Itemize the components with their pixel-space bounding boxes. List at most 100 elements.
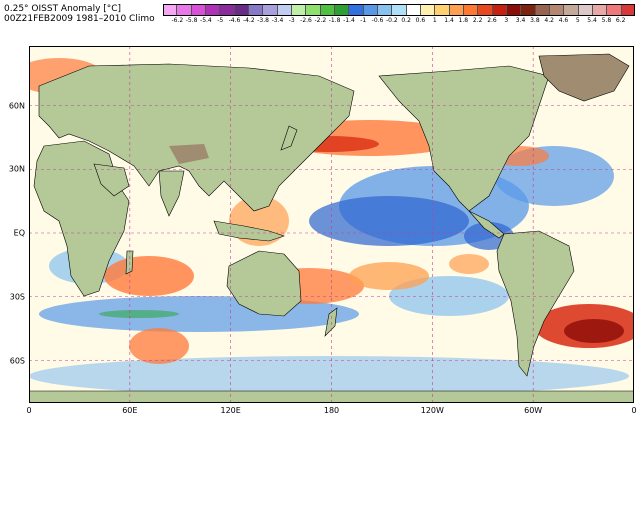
latitude-label: EQ: [13, 228, 25, 238]
colorbar-tick-label: -2.6: [300, 17, 312, 24]
colorbar-swatch: [163, 4, 177, 16]
colorbar: [163, 4, 635, 16]
colorbar-tick-label: -3.8: [257, 17, 269, 24]
colorbar-swatch: [290, 4, 306, 16]
map-subtitle: 00Z21FEB2009 1981–2010 Climo: [4, 14, 155, 24]
colorbar-tick-label: 1.8: [458, 17, 469, 24]
colorbar-tick-label: -3: [288, 17, 295, 24]
indonesia-land: [213, 220, 285, 242]
india-land: [158, 170, 185, 217]
warm-anomaly-south-indian: [104, 256, 194, 296]
longitude-label: 0: [631, 406, 637, 415]
longitude-labels: 0 60E 120E 180 120W 60W 0: [26, 406, 637, 418]
cool-anomaly-south-pacific: [389, 276, 509, 316]
colorbar-swatch: [477, 4, 492, 16]
green-anomaly-southern-indian: [99, 310, 179, 318]
colorbar-swatch: [491, 4, 506, 16]
cool-anomaly-east-pacific: [309, 196, 469, 246]
colorbar-tick-label: 6.2: [615, 17, 626, 24]
longitude-label: 120W: [420, 406, 444, 415]
colorbar-swatch: [405, 4, 420, 16]
colorbar-swatch: [204, 4, 220, 16]
south-america-land: [496, 230, 575, 377]
warm-anomaly-southern-indian-south: [129, 328, 189, 364]
longitude-label: 60W: [524, 406, 543, 415]
colorbar-tick-label: -1.8: [328, 17, 341, 24]
colorbar-swatch: [534, 4, 549, 16]
colorbar-tick-label: -0.2: [385, 17, 398, 24]
colorbar-swatch: [319, 4, 334, 16]
colorbar-tick-label: 3: [504, 17, 509, 24]
colorbar-tick-label: -6.2: [171, 17, 184, 24]
longitude-label: 60E: [122, 406, 138, 415]
warm-anomaly-south-atlantic-core: [564, 319, 624, 343]
colorbar-swatch: [419, 4, 435, 16]
colorbar-tick-label: -4.6: [228, 17, 241, 24]
colorbar-swatch: [247, 4, 263, 16]
latitude-label: 60S: [9, 356, 25, 365]
colorbar-swatch: [233, 4, 248, 16]
colorbar-tick-label: 4.6: [558, 17, 569, 24]
cool-anomaly-southern-ocean: [29, 356, 629, 396]
japan-land: [280, 125, 298, 151]
map-title: 0.25° OISST Anomaly [°C]: [4, 4, 122, 14]
colorbar-swatch: [606, 4, 621, 16]
colorbar-tick-label: 2.6: [487, 17, 497, 24]
colorbar-swatch: [219, 4, 234, 16]
sst-anomaly-map: [29, 46, 634, 403]
colorbar-tick-label: 3.8: [530, 17, 540, 24]
colorbar-tick-label: 4.2: [544, 17, 554, 24]
colorbar-swatch: [548, 4, 564, 16]
greenland-land: [538, 53, 630, 102]
colorbar-tick-label: 1.4: [444, 17, 454, 24]
colorbar-swatch: [434, 4, 449, 16]
colorbar-swatch: [333, 4, 349, 16]
colorbar-tick-label: -1: [360, 17, 367, 24]
landmasses: [29, 53, 634, 403]
colorbar-tick-label: 5.4: [587, 17, 597, 24]
colorbar-tick-label: 0.6: [415, 17, 426, 24]
colorbar-tick-label: 0.2: [401, 17, 411, 24]
colorbar-tick-label: -4.2: [242, 17, 255, 24]
longitude-label: 120E: [220, 406, 241, 415]
colorbar-swatch: [520, 4, 535, 16]
colorbar-tick-label: -5.4: [200, 17, 212, 24]
colorbar-tick-label: 3.4: [515, 17, 526, 24]
colorbar-swatch: [190, 4, 205, 16]
tibet-highland: [169, 144, 209, 164]
colorbar-swatch: [591, 4, 607, 16]
warm-anomaly-east-pacific-tropical: [449, 254, 489, 274]
longitude-label: 180: [323, 406, 340, 415]
latitude-label: 30S: [9, 292, 25, 302]
longitude-label: 0: [26, 406, 32, 415]
madagascar-land: [125, 250, 134, 275]
latitude-label: 60N: [8, 101, 25, 110]
colorbar-tick-label: 5.8: [601, 17, 612, 24]
warm-anomaly-central-south-pacific: [349, 262, 429, 290]
eurasia-land: [38, 63, 355, 212]
colorbar-swatch: [348, 4, 363, 16]
colorbar-swatch: [462, 4, 478, 16]
latitude-labels: 60N 30N EQ 30S 60S: [0, 46, 27, 403]
colorbar-labels: -6.2 -5.8 -5.4 -5 -4.6 -4.2 -3.8 -3.4 -3 -2.6 -2.2…: [163, 17, 635, 27]
north-america-land: [378, 65, 550, 212]
arabia-land: [93, 163, 130, 197]
colorbar-swatch: [376, 4, 392, 16]
colorbar-swatch: [305, 4, 320, 16]
colorbar-tick-label: -5: [217, 17, 224, 24]
colorbar-tick-label: 5: [575, 17, 580, 24]
colorbar-swatch: [505, 4, 521, 16]
latitude-label: 30N: [8, 164, 25, 174]
colorbar-tick-label: 2.2: [472, 17, 483, 24]
colorbar-tick-label: -0.6: [371, 17, 384, 24]
colorbar-swatch: [262, 4, 277, 16]
map-frame: [29, 46, 634, 403]
colorbar-swatch: [620, 4, 635, 16]
colorbar-tick-label: -5.8: [185, 17, 198, 24]
graticule: [29, 46, 634, 403]
colorbar-tick-label: -1.4: [343, 17, 355, 24]
australia-land: [226, 250, 302, 317]
colorbar-swatch: [391, 4, 406, 16]
new-zealand-land: [324, 307, 338, 337]
colorbar-swatch: [276, 4, 291, 16]
